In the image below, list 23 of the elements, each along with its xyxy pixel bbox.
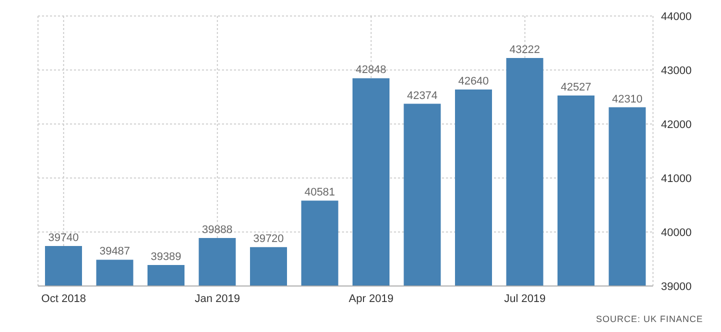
data-label: 42527 — [560, 82, 592, 94]
data-label: 39720 — [253, 233, 284, 246]
data-label: 42374 — [406, 90, 438, 102]
x-tick-label: Jul 2019 — [504, 292, 546, 305]
y-tick-label: 40000 — [661, 226, 692, 239]
data-label: 42640 — [458, 75, 489, 88]
y-tick-label: 44000 — [661, 10, 692, 23]
data-label: 42848 — [356, 64, 386, 76]
source-note: SOURCE: UK FINANCE — [596, 314, 703, 324]
data-label: 39740 — [48, 232, 79, 244]
x-tick-label: Jan 2019 — [194, 292, 240, 305]
data-label: 39888 — [202, 224, 233, 236]
data-label: 39389 — [150, 250, 182, 263]
y-tick-label: 39000 — [661, 280, 692, 293]
data-label: 39487 — [99, 246, 130, 258]
x-tick-label: Apr 2019 — [348, 292, 394, 305]
data-label: 40581 — [304, 186, 336, 199]
x-tick-label: Oct 2018 — [41, 292, 86, 305]
data-label: 42310 — [612, 93, 643, 106]
data-label: 43222 — [509, 44, 540, 56]
y-tick-label: 42000 — [661, 118, 692, 131]
y-tick-label: 43000 — [661, 64, 692, 77]
y-tick-label: 41000 — [661, 172, 692, 185]
